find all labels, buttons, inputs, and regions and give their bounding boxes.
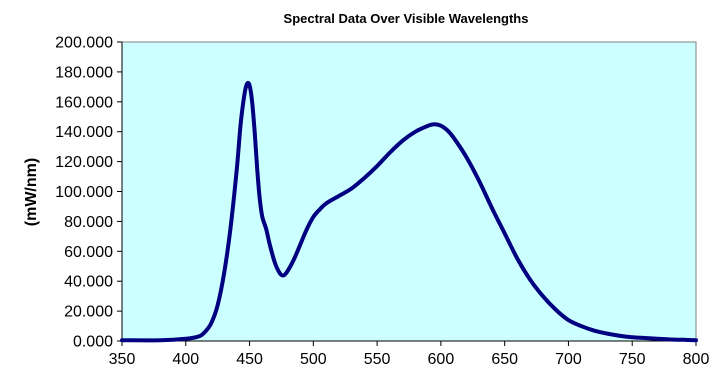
- x-tick-label: 400: [172, 351, 199, 368]
- y-axis-label: (mW/nm): [23, 158, 40, 226]
- y-tick-label: 60.000: [64, 244, 113, 261]
- chart-title: Spectral Data Over Visible Wavelengths: [284, 11, 529, 26]
- x-tick-label: 600: [428, 351, 455, 368]
- y-tick-label: 160.000: [55, 94, 113, 111]
- x-axis: 350 400 450 500 550 600 650 700 750 800: [109, 340, 710, 368]
- x-tick-label: 450: [236, 351, 263, 368]
- x-tick-label: 550: [364, 351, 391, 368]
- y-tick-label: 180.000: [55, 64, 113, 81]
- series-layer: [120, 80, 698, 343]
- plot-area: [121, 41, 697, 342]
- y-tick-label: 200.000: [55, 35, 113, 52]
- y-tick-label: 0.000: [73, 334, 113, 351]
- y-axis: 0.000 20.000 40.000 60.000 80.000 100.000 120.…: [55, 35, 123, 351]
- y-tick-label: 40.000: [64, 274, 113, 291]
- x-tick-label: 500: [300, 351, 327, 368]
- y-tick-label: 20.000: [64, 304, 113, 321]
- y-tick-label: 80.000: [64, 214, 113, 231]
- x-tick-label: 650: [491, 351, 518, 368]
- x-tick-label: 700: [555, 351, 582, 368]
- y-tick-label: 120.000: [55, 154, 113, 171]
- y-tick-label: 100.000: [55, 184, 113, 201]
- x-tick-label: 350: [109, 351, 136, 368]
- spectrum-line: [120, 80, 698, 343]
- x-tick-label: 750: [619, 351, 646, 368]
- x-tick-label: 800: [683, 351, 710, 368]
- y-tick-label: 140.000: [55, 124, 113, 141]
